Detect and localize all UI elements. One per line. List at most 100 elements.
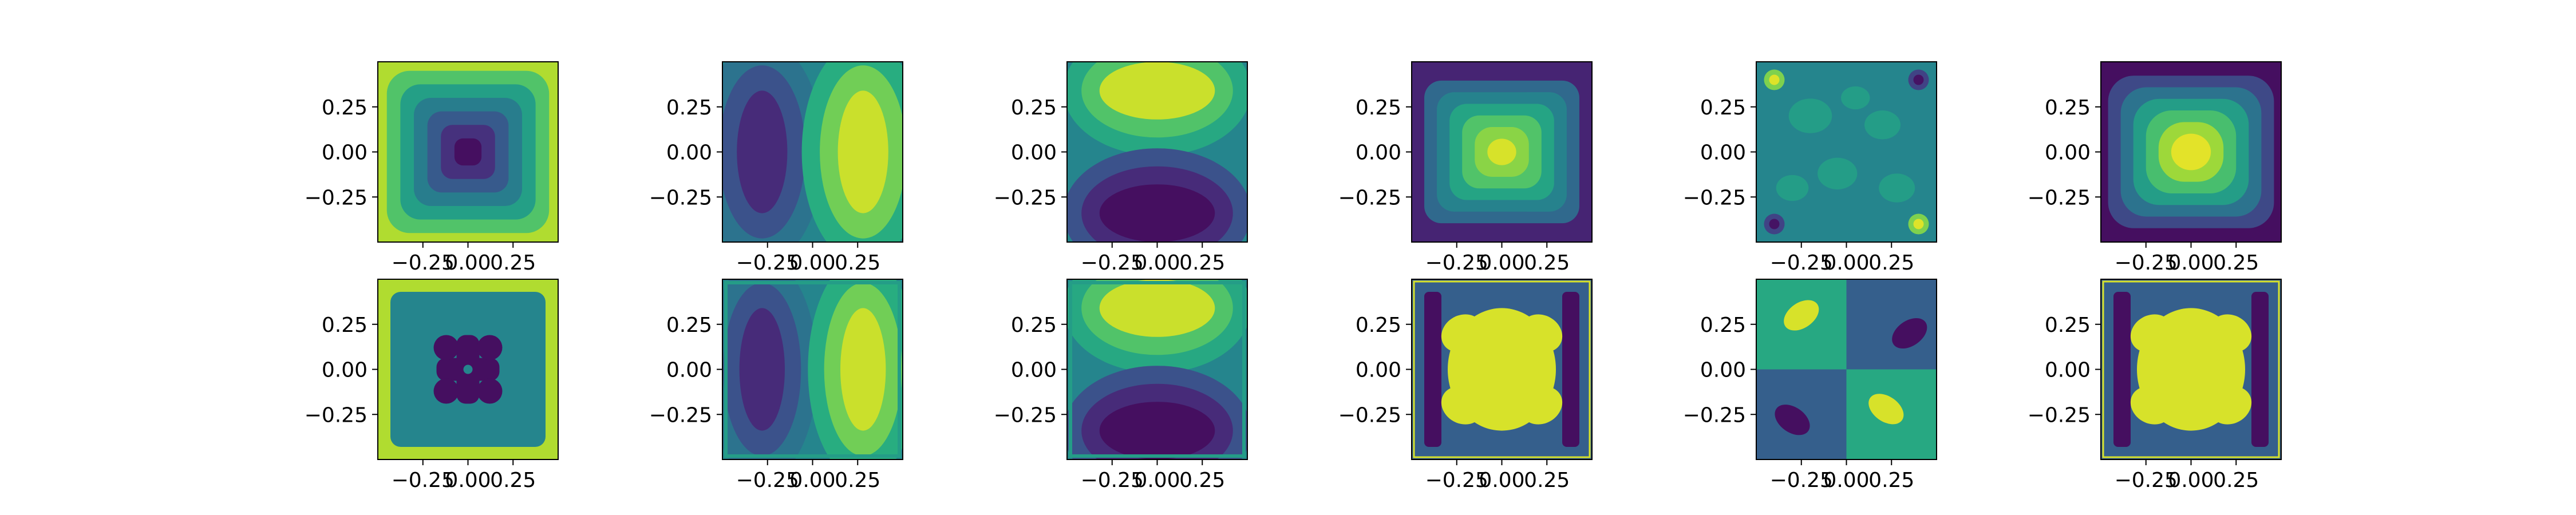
y-tick-label: 0.25 — [1700, 314, 1746, 337]
y-tick-label: −0.25 — [994, 403, 1057, 427]
contour-corner-peak — [1769, 74, 1780, 85]
x-tick-label: −0.25 — [392, 469, 455, 492]
contour-spot — [1784, 300, 1819, 331]
y-tick-label: 0.00 — [1700, 141, 1746, 165]
x-tick-label: 0.00 — [445, 469, 491, 492]
contour-blob-arm — [1441, 314, 1483, 352]
contour-corner-peak — [1913, 219, 1924, 229]
contour-spot — [1892, 318, 1927, 349]
contour-corner-peak — [1769, 219, 1780, 229]
x-tick-label: −0.25 — [736, 469, 799, 492]
contour-level-2 — [477, 378, 503, 404]
contour-plot — [2101, 62, 2281, 242]
contour-level-6 — [2171, 133, 2211, 171]
contour-blob-arm — [2130, 314, 2172, 352]
contour-blob-arm — [1520, 314, 1563, 352]
contour-lobe — [837, 90, 888, 213]
y-tick-label: 0.25 — [666, 314, 712, 337]
contour-spot — [1775, 405, 1810, 435]
contour-background — [1756, 62, 1937, 242]
contour-edge-band-right — [1562, 292, 1579, 447]
x-tick-label: 0.25 — [2213, 251, 2259, 275]
subplot-r1c3: −0.250.000.250.250.00−0.25 — [994, 61, 1248, 275]
contour-lobe-bottom — [1099, 402, 1215, 459]
contour-level-2 — [477, 335, 503, 360]
y-tick-label: 0.25 — [2045, 96, 2091, 120]
contour-plot — [1756, 62, 1937, 242]
y-tick-label: −0.25 — [2028, 186, 2091, 209]
subplot-r1c4: −0.250.000.250.250.00−0.25 — [1338, 61, 1593, 275]
y-tick-label: 0.25 — [1356, 314, 1401, 337]
x-tick-label: −0.25 — [1770, 251, 1833, 275]
x-tick-label: 0.25 — [490, 251, 536, 275]
y-tick-label: 0.00 — [2045, 359, 2091, 382]
x-tick-label: −0.25 — [1770, 469, 1833, 492]
y-tick-label: 0.25 — [2045, 314, 2091, 337]
contour-spot — [1841, 86, 1870, 110]
contour-edge-artifact — [1069, 281, 1246, 458]
contour-plot — [722, 279, 903, 459]
subplot-r1c5: −0.250.000.250.250.00−0.25 — [1683, 61, 1937, 275]
contour-edge-band-right — [2251, 292, 2269, 447]
contour-plot — [722, 62, 903, 242]
contour-blob-arm — [2210, 314, 2252, 352]
x-tick-label: −0.25 — [2115, 251, 2178, 275]
y-tick-label: 0.00 — [666, 141, 712, 165]
x-tick-label: 0.25 — [490, 469, 536, 492]
x-tick-label: −0.25 — [1081, 251, 1144, 275]
x-tick-label: 0.00 — [1823, 469, 1869, 492]
x-tick-label: 0.25 — [835, 469, 880, 492]
x-tick-label: 0.25 — [1524, 469, 1570, 492]
contour-lobe — [739, 308, 785, 431]
x-tick-label: 0.00 — [1134, 251, 1180, 275]
y-tick-label: 0.25 — [322, 96, 368, 120]
y-tick-label: −0.25 — [994, 186, 1057, 209]
contour-plot — [378, 62, 558, 242]
contour-spot — [1788, 98, 1832, 133]
x-tick-label: 0.00 — [1134, 469, 1180, 492]
subplot-r2c1: −0.250.000.250.250.00−0.25 — [305, 279, 559, 492]
y-tick-label: 0.25 — [1700, 96, 1746, 120]
x-tick-label: 0.00 — [2168, 469, 2214, 492]
y-tick-label: 0.25 — [666, 96, 712, 120]
contour-edge-band-left — [1424, 292, 1441, 447]
contour-blob-arm — [1520, 386, 1563, 425]
x-tick-label: 0.25 — [1868, 251, 1914, 275]
x-tick-label: −0.25 — [736, 251, 799, 275]
subplot-grid: −0.250.000.250.250.00−0.25−0.250.000.250… — [305, 61, 2282, 492]
contour-corner-peak — [1913, 74, 1924, 85]
contour-spot — [1868, 394, 1904, 425]
contour-level-1 — [463, 365, 473, 374]
subplot-r2c4: −0.250.000.250.250.00−0.25 — [1338, 279, 1593, 492]
y-tick-label: 0.00 — [1700, 359, 1746, 382]
y-tick-label: 0.25 — [322, 314, 368, 337]
x-tick-label: 0.00 — [445, 251, 491, 275]
contour-spot — [1776, 175, 1809, 201]
contour-plot — [1067, 62, 1247, 242]
contour-blob-arm — [2210, 386, 2252, 425]
y-tick-label: 0.00 — [666, 359, 712, 382]
x-tick-label: 0.00 — [2168, 251, 2214, 275]
subplot-r1c2: −0.250.000.250.250.00−0.25 — [649, 61, 903, 275]
subplot-r1c1: −0.250.000.250.250.00−0.25 — [305, 61, 559, 275]
y-tick-label: 0.00 — [1011, 141, 1057, 165]
subplot-r1c6: −0.250.000.250.250.00−0.25 — [2028, 61, 2282, 275]
contour-plot — [1756, 279, 1937, 459]
x-tick-label: −0.25 — [1081, 469, 1144, 492]
x-tick-label: 0.00 — [789, 251, 835, 275]
x-tick-label: 0.25 — [1868, 469, 1914, 492]
y-tick-label: 0.25 — [1356, 96, 1401, 120]
x-tick-label: 0.25 — [1524, 251, 1570, 275]
y-tick-label: −0.25 — [305, 186, 368, 209]
contour-plot — [378, 279, 558, 459]
x-tick-label: −0.25 — [392, 251, 455, 275]
contour-edge-ring — [2102, 280, 2280, 458]
subplot-r2c2: −0.250.000.250.250.00−0.25 — [649, 279, 903, 492]
y-tick-label: 0.25 — [1011, 96, 1057, 120]
contour-lobe-top — [1099, 279, 1215, 337]
contour-lobe — [737, 90, 788, 213]
y-tick-label: −0.25 — [649, 186, 712, 209]
contour-plot — [2101, 279, 2281, 459]
contour-spot — [1818, 157, 1858, 190]
